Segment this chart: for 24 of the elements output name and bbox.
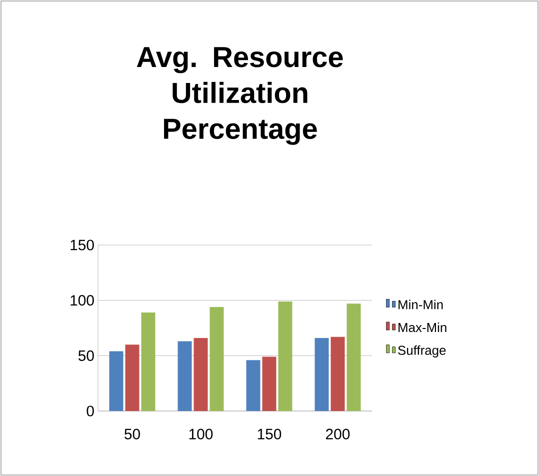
y-tick-label: 50	[78, 350, 94, 361]
y-tick-label: 100	[70, 295, 94, 306]
legend-label: Min-Min	[398, 300, 443, 310]
x-tick-label: 200	[326, 428, 350, 440]
legend-label: Max-Min	[398, 322, 446, 332]
bar	[125, 344, 140, 411]
bar	[346, 304, 361, 411]
bar	[278, 301, 292, 411]
x-tick-label: 150	[258, 428, 282, 440]
y-tick-label: 0	[86, 406, 94, 416]
x-tick-label: 50	[124, 428, 140, 440]
bar	[109, 351, 124, 411]
chart-title: Avg. Resource Utilization Percentage	[136, 47, 343, 145]
bar	[330, 336, 345, 411]
bar	[314, 338, 329, 411]
legend-label: Suffrage	[398, 345, 446, 358]
y-tick-label: 150	[70, 240, 94, 250]
bar	[210, 306, 224, 411]
bar	[262, 356, 276, 411]
bar	[194, 338, 208, 411]
bar	[178, 341, 192, 411]
bar	[141, 312, 156, 411]
bar	[246, 360, 260, 411]
x-tick-label: 100	[189, 428, 213, 440]
